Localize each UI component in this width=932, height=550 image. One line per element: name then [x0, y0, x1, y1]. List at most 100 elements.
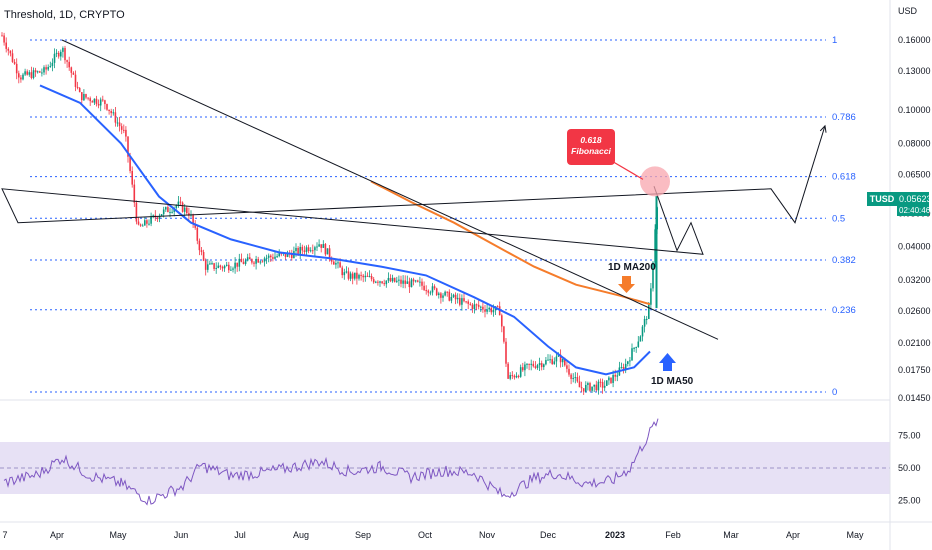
candle-body	[261, 261, 264, 263]
candle-body	[141, 225, 144, 227]
candle-body	[519, 367, 522, 377]
candle-body	[370, 276, 373, 280]
x-tick-label: Feb	[665, 530, 681, 540]
candle-body	[68, 61, 70, 68]
candle-body	[232, 268, 234, 270]
candle-body	[91, 101, 94, 103]
candle-body	[209, 263, 211, 265]
candle-body	[648, 304, 650, 319]
candle-body	[597, 381, 600, 391]
candle-body	[433, 286, 436, 289]
candle-body	[99, 99, 102, 106]
candle-body	[120, 126, 123, 130]
candle-body	[595, 384, 598, 391]
y-tick-label: 0.03200	[898, 275, 931, 285]
y-tick-label: 0.04000	[898, 242, 931, 252]
candle-body	[177, 201, 180, 206]
candle-body	[435, 288, 438, 295]
candle-body	[133, 184, 136, 203]
candle-body	[278, 253, 280, 257]
candle-body	[450, 296, 453, 301]
candle-body	[354, 272, 356, 279]
candle-body	[62, 47, 64, 52]
y-tick-label: 0.02100	[898, 338, 931, 348]
candle-body	[616, 375, 619, 377]
candle-body	[85, 94, 87, 98]
candle-body	[393, 277, 396, 282]
candle-body	[641, 326, 644, 337]
x-tick-label: Jul	[234, 530, 246, 540]
candle-body	[123, 129, 125, 131]
symbol-badge[interactable]: TUSD	[867, 192, 897, 206]
candle-body	[175, 205, 178, 208]
candle-body	[18, 73, 20, 78]
candle-body	[566, 365, 568, 369]
fib-level-label: 0.236	[832, 305, 856, 316]
x-tick-label: Dec	[540, 530, 557, 540]
candle-body	[442, 295, 444, 298]
candle-body	[34, 70, 37, 73]
candle-body	[547, 359, 549, 361]
candle-body	[242, 262, 245, 264]
candle-body	[312, 250, 314, 252]
candle-body	[106, 104, 108, 110]
candle-body	[108, 109, 110, 112]
candle-body	[74, 74, 77, 87]
candle-body	[503, 326, 505, 342]
candle-body	[81, 92, 83, 101]
candle-body	[265, 257, 268, 259]
candle-body	[545, 360, 547, 365]
candle-body	[13, 61, 16, 64]
candle-body	[36, 71, 39, 73]
candle-body	[236, 262, 238, 267]
candle-body	[528, 363, 530, 365]
candle-body	[171, 211, 173, 213]
candle-body	[259, 261, 262, 263]
candle-body	[438, 293, 440, 295]
y-axis-unit: USD	[898, 6, 918, 16]
candle-body	[574, 377, 577, 379]
y-tick-label: 0.06500	[898, 169, 931, 179]
candle-body	[652, 262, 654, 289]
candle-body	[343, 272, 346, 276]
candle-body	[582, 388, 585, 392]
candle-body	[377, 281, 379, 283]
y-tick-label: 0.13000	[898, 66, 931, 76]
candle-body	[360, 274, 362, 276]
candle-body	[570, 374, 572, 379]
candle-body	[186, 207, 188, 214]
candle-body	[129, 156, 131, 172]
candle-body	[465, 301, 467, 303]
candle-body	[230, 269, 232, 271]
candle-body	[316, 246, 318, 248]
candle-body	[513, 375, 516, 378]
candle-body	[301, 246, 304, 251]
candle-body	[72, 72, 75, 75]
candle-body	[51, 62, 54, 67]
candle-body	[253, 262, 255, 264]
candle-body	[643, 319, 646, 327]
candle-body	[599, 381, 602, 383]
candle-body	[30, 72, 33, 78]
candle-body	[585, 384, 587, 392]
x-tick-label: Mar	[723, 530, 739, 540]
candle-body	[419, 281, 421, 283]
candle-body	[620, 367, 623, 369]
candle-body	[328, 248, 331, 258]
y-tick-label: 0.02600	[898, 306, 931, 316]
candle-body	[337, 262, 339, 264]
candle-body	[372, 279, 375, 283]
candle-body	[391, 277, 394, 282]
candle-body	[53, 53, 56, 63]
candle-body	[496, 306, 499, 308]
candle-body	[131, 171, 133, 185]
candle-body	[318, 244, 320, 247]
candle-body	[463, 298, 465, 302]
candle-body	[326, 248, 329, 255]
candle-body	[358, 274, 360, 279]
candle-body	[196, 227, 199, 241]
chart-title: Threshold, 1D, CRYPTO	[4, 9, 125, 21]
fib-level-label: 0.618	[832, 172, 856, 183]
ma200-arrow-icon	[618, 276, 635, 293]
candle-body	[517, 375, 520, 377]
